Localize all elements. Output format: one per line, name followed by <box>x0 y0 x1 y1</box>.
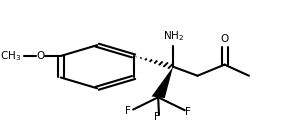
Text: F: F <box>154 112 160 122</box>
Text: NH$_2$: NH$_2$ <box>162 29 184 43</box>
Text: O: O <box>36 51 45 61</box>
Text: O: O <box>221 34 229 44</box>
Polygon shape <box>152 67 173 98</box>
Text: CH$_3$: CH$_3$ <box>0 49 22 63</box>
Text: F: F <box>185 107 191 117</box>
Text: F: F <box>125 106 131 116</box>
